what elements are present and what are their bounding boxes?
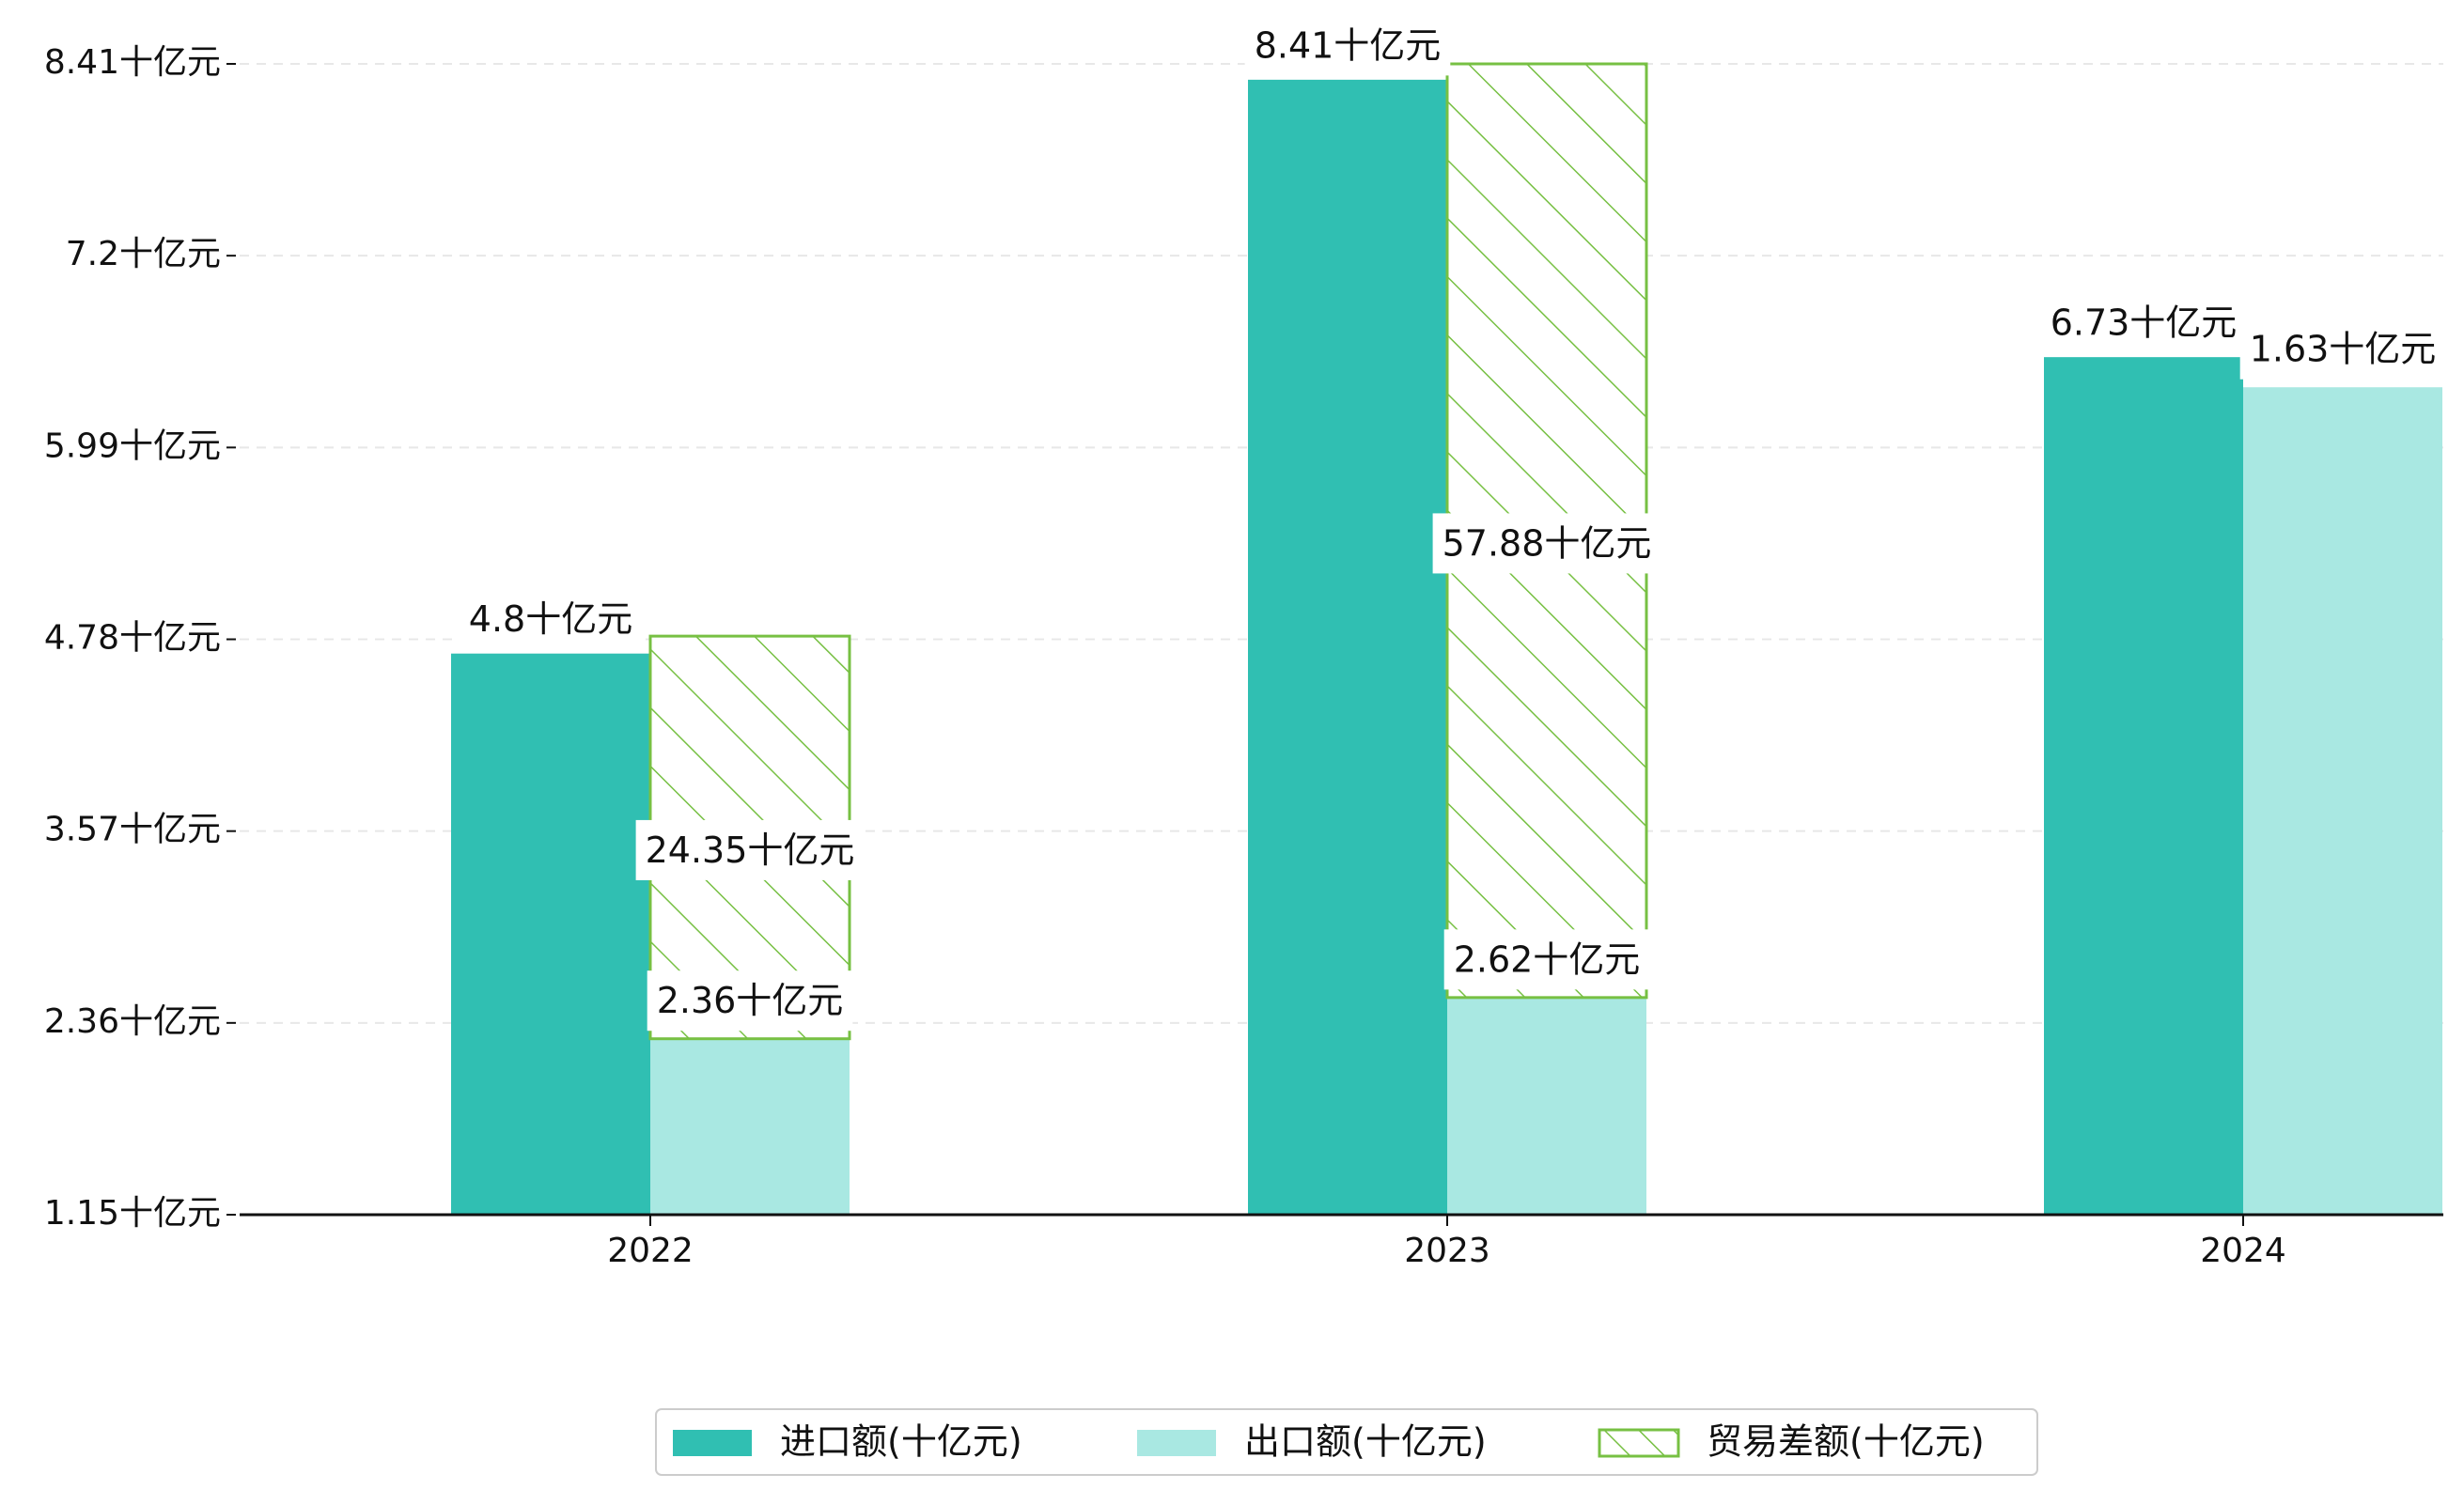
data-label-text: 8.41十亿元 xyxy=(1255,24,1442,66)
x-tick-label: 2023 xyxy=(1404,1232,1490,1270)
import-bar xyxy=(451,653,650,1215)
data-label-text: 57.88十亿元 xyxy=(1443,522,1652,564)
data-label: 4.8十亿元 xyxy=(459,589,643,650)
data-label-background xyxy=(635,819,865,880)
data-label: 6.73十亿元 xyxy=(2040,292,2247,353)
legend: 进口额(十亿元) 出口额(十亿元) 贸易差额(十亿元) xyxy=(655,1408,2038,1476)
data-label-background xyxy=(459,589,643,650)
export-bar xyxy=(2243,387,2442,1216)
data-label: 2.36十亿元 xyxy=(647,970,853,1032)
data-label-background xyxy=(1244,15,1451,76)
data-label-background xyxy=(1443,929,1650,990)
x-tick-label: 2024 xyxy=(2200,1232,2286,1270)
legend-box xyxy=(655,1408,2038,1476)
y-tick-label: 7.2十亿元 xyxy=(66,235,221,273)
y-tick-label: 1.15十亿元 xyxy=(44,1194,221,1233)
data-label-text: 24.35十亿元 xyxy=(646,830,855,871)
legend-swatch xyxy=(1137,1430,1216,1456)
data-label-background xyxy=(2239,318,2446,380)
labels-layer: 4.8十亿元 2.36十亿元 24.35十亿元 8.41十亿元 2.62十亿元 57.88… xyxy=(459,15,2446,1032)
y-tick-label: 8.41十亿元 xyxy=(44,43,221,82)
y-tick-label: 3.57十亿元 xyxy=(44,811,221,849)
data-label: 8.41十亿元 xyxy=(1244,15,1451,76)
import-bar xyxy=(1248,79,1447,1215)
import-bar xyxy=(2044,357,2243,1215)
data-label-text: 2.36十亿元 xyxy=(657,980,844,1021)
x-tick-label: 2022 xyxy=(607,1232,694,1270)
axis-layer: 1.15十亿元 2.36十亿元 3.57十亿元 4.78十亿元 5.99十亿元 7.2十亿… xyxy=(44,43,2443,1270)
legend-swatch xyxy=(1598,1428,1680,1458)
data-label: 2.62十亿元 xyxy=(1443,929,1650,990)
data-label: 57.88十亿元 xyxy=(1432,513,1661,574)
export-bar xyxy=(1447,997,1646,1215)
y-tick-label: 4.78十亿元 xyxy=(44,619,221,658)
data-label-text: 4.8十亿元 xyxy=(469,598,632,640)
data-label: 1.63十亿元 xyxy=(2239,318,2446,380)
y-tick-label: 5.99十亿元 xyxy=(44,427,221,465)
data-label: 24.35十亿元 xyxy=(635,819,865,880)
data-label-text: 6.73十亿元 xyxy=(2051,303,2238,344)
y-tick-label: 2.36十亿元 xyxy=(44,1002,221,1041)
bars-layer xyxy=(451,62,2442,1216)
data-label-background xyxy=(2040,292,2247,353)
data-label-text: 1.63十亿元 xyxy=(2250,329,2437,370)
data-label-text: 2.62十亿元 xyxy=(1454,939,1641,980)
legend-label: 出口额(十亿元) xyxy=(1244,1421,1487,1463)
data-label-background xyxy=(647,970,853,1032)
legend-swatch xyxy=(673,1430,752,1456)
legend-label: 贸易差额(十亿元) xyxy=(1707,1421,1985,1463)
legend-label: 进口额(十亿元) xyxy=(780,1421,1022,1463)
data-label-background xyxy=(1432,513,1661,574)
export-bar xyxy=(650,1038,850,1215)
